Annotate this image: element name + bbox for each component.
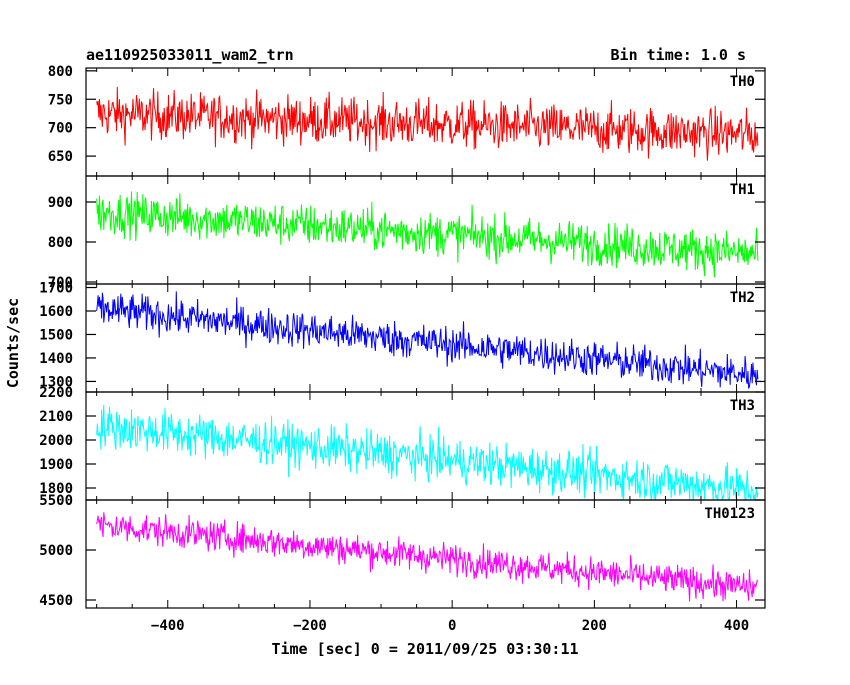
panel-label-th3: TH3	[730, 398, 755, 414]
series-line-th0	[96, 86, 759, 161]
y-tick-label-th2: 1400	[39, 351, 73, 367]
x-tick-label: 200	[582, 618, 607, 634]
x-axis-label: Time [sec] 0 = 2011/09/25 03:30:11	[271, 640, 578, 658]
panel-label-th0123: TH0123	[704, 506, 755, 522]
y-tick-label-th2: 1500	[39, 327, 73, 343]
y-tick-label-th3: 2000	[39, 433, 73, 449]
panel-label-th0: TH0	[730, 74, 755, 90]
x-tick-label: −400	[151, 618, 185, 634]
x-tick-label: 0	[448, 618, 456, 634]
y-tick-label-th2: 1300	[39, 374, 73, 390]
panel-label-th2: TH2	[730, 290, 755, 306]
y-tick-label-th3: 2200	[39, 385, 73, 401]
y-axis-label: Counts/sec	[4, 298, 22, 388]
y-tick-label-th3: 1800	[39, 481, 73, 497]
series-line-th2	[96, 291, 759, 389]
y-tick-label-th0: 800	[48, 64, 73, 80]
y-tick-label-th0: 700	[48, 121, 73, 137]
y-tick-label-th0123: 4500	[39, 593, 73, 609]
y-tick-label-th0123: 5000	[39, 543, 73, 559]
y-tick-label-th1: 700	[48, 275, 73, 291]
panel-label-th1: TH1	[730, 182, 755, 198]
panel-frame-th0	[85, 67, 766, 177]
y-tick-label-th2: 1600	[39, 304, 73, 320]
panel-frame-th0123	[85, 499, 766, 609]
y-tick-label-th0123: 5500	[39, 493, 73, 509]
x-tick-label: 400	[724, 618, 749, 634]
panels-group: 650 700 750 800 TH0 700 800 900 TH1 1300 1400 1500 1…	[39, 64, 766, 634]
y-tick-label-th3: 1900	[39, 457, 73, 473]
chart-title: ae110925033011_wam2_trn	[86, 46, 294, 64]
y-tick-label-th0: 650	[48, 149, 73, 165]
series-line-th0123	[96, 512, 759, 602]
bin-time-label: Bin time: 1.0 s	[611, 46, 746, 64]
y-tick-label-th0: 750	[48, 92, 73, 108]
y-tick-label-th1: 800	[48, 235, 73, 251]
y-tick-label-th1: 900	[48, 195, 73, 211]
series-line-th3	[96, 404, 759, 500]
series-line-th1	[96, 191, 759, 278]
x-tick-label: −200	[293, 618, 327, 634]
y-tick-label-th3: 2100	[39, 409, 73, 425]
y-tick-label-th2: 1700	[39, 281, 73, 297]
